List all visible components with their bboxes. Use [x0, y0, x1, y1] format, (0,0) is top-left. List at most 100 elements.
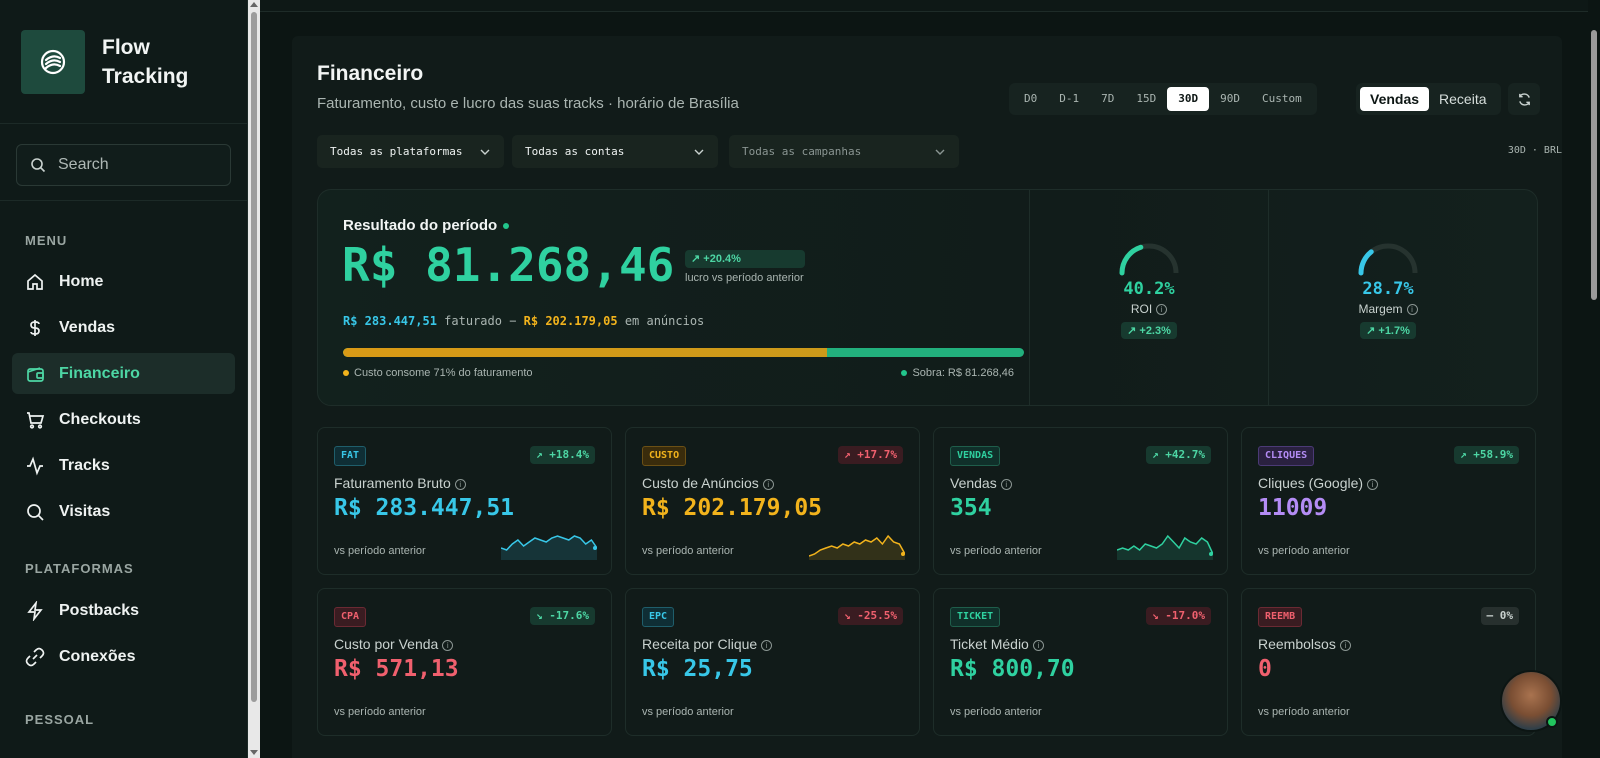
gauge-fill: [1358, 249, 1374, 276]
platform-filter-select[interactable]: Todas as plataformas: [317, 135, 504, 168]
page-scrollbar-thumb[interactable]: [1591, 30, 1597, 300]
info-icon[interactable]: i: [761, 639, 773, 651]
sidebar-item-financeiro[interactable]: Financeiro: [12, 353, 235, 394]
refresh-button[interactable]: [1508, 83, 1540, 115]
margin-change-value: +1.7%: [1378, 325, 1410, 337]
kpi-footnote: vs período anterior: [950, 706, 1042, 718]
info-icon[interactable]: i: [1032, 639, 1044, 651]
roi-value: 40.2%: [1123, 279, 1175, 299]
period-result-card: Resultado do período R$ 81.268,46 ↗ +20.…: [317, 189, 1538, 406]
kpi-title: Reembolsos i: [1258, 636, 1351, 652]
kpi-card-epc[interactable]: EPC ↘ -25.5% Receita por Clique i R$ 25,75 vs…: [625, 588, 920, 736]
sidebar: Flow Tracking MENU Home Vendas Financeir…: [0, 0, 248, 758]
kpi-card-ticket[interactable]: TICKET ↘ -17.0% Ticket Médio i R$ 800,70 vs p…: [933, 588, 1228, 736]
sidebar-item-vendas[interactable]: Vendas: [12, 307, 235, 348]
sidebar-item-postbacks[interactable]: Postbacks: [12, 590, 235, 631]
profit-delta-value: +20.4%: [703, 253, 741, 265]
sidebar-item-home[interactable]: Home: [12, 261, 235, 302]
activity-icon: [27, 455, 43, 476]
brand[interactable]: Flow Tracking: [0, 0, 247, 124]
search-box[interactable]: [16, 144, 231, 186]
info-icon[interactable]: i: [442, 639, 454, 651]
scroll-up-icon[interactable]: [250, 2, 258, 7]
kpi-value: 354: [950, 495, 992, 521]
kpi-value: 0: [1258, 656, 1272, 682]
kpi-footnote: vs período anterior: [1258, 706, 1350, 718]
mode-option-vendas[interactable]: Vendas: [1360, 87, 1430, 111]
range-option-90d[interactable]: 90D: [1220, 92, 1240, 105]
kpi-tag: CLIQUES: [1258, 446, 1315, 466]
info-icon[interactable]: i: [1000, 478, 1012, 490]
cart-icon: [27, 411, 45, 429]
range-option-7d[interactable]: 7D: [1101, 92, 1115, 105]
info-icon[interactable]: i: [1406, 304, 1418, 316]
sparkline-line: [809, 534, 905, 557]
kpi-change-badge: ↗ +18.4%: [530, 446, 595, 464]
range-option-custom[interactable]: Custom: [1262, 92, 1302, 105]
kpi-footnote: vs período anterior: [642, 706, 734, 718]
menu-section-label: MENU: [25, 233, 68, 248]
account-filter-value: Todas as contas: [525, 145, 625, 158]
kpi-value: R$ 25,75: [642, 656, 753, 682]
sidebar-item-tracks[interactable]: Tracks: [12, 445, 235, 486]
minus-sign: −: [509, 314, 517, 328]
scroll-down-icon[interactable]: [250, 750, 258, 755]
search-input[interactable]: [58, 156, 218, 174]
range-option-15d[interactable]: 15D: [1136, 92, 1157, 105]
margin-gauge-arc: [1358, 243, 1418, 276]
kpi-card-cliques[interactable]: CLIQUES ↗ +58.9% Cliques (Google) i 11009 vs …: [1241, 427, 1536, 575]
info-icon[interactable]: i: [1339, 639, 1351, 651]
kpi-change-badge: ↗ +17.7%: [838, 446, 903, 464]
margin-change-badge: ↗ +1.7%: [1360, 322, 1416, 339]
range-option-d-1[interactable]: D-1: [1059, 92, 1080, 105]
kpi-card-cpa[interactable]: CPA ↘ -17.6% Custo por Venda i R$ 571,13 vs p…: [317, 588, 612, 736]
kpi-change-badge: ↗ +58.9%: [1454, 446, 1519, 464]
kpi-card-fat[interactable]: FAT ↗ +18.4% Faturamento Bruto i R$ 283.447,…: [317, 427, 612, 575]
sparkline-icon: [501, 535, 597, 560]
margin-value: 28.7%: [1362, 279, 1414, 299]
info-icon[interactable]: i: [454, 478, 466, 490]
page-scrollbar[interactable]: [1588, 0, 1600, 758]
sparkline-end-dot: [1209, 552, 1213, 556]
kpi-title: Custo de Anúncios i: [642, 475, 774, 491]
wallet-icon: [27, 366, 44, 382]
sidebar-item-conexoes[interactable]: Conexões: [12, 636, 235, 677]
roi-label-text: ROI: [1130, 302, 1153, 316]
kpi-card-vendas[interactable]: VENDAS ↗ +42.7% Vendas i 354 vs período anter…: [933, 427, 1228, 575]
revenue-cost-breakdown: R$ 283.447,51 faturado − R$ 202.179,05 e…: [343, 314, 704, 328]
kpi-value: R$ 800,70: [950, 656, 1075, 682]
kpi-value: R$ 202.179,05: [642, 495, 823, 521]
sidebar-item-checkouts[interactable]: Checkouts: [12, 399, 235, 440]
info-icon[interactable]: i: [762, 478, 774, 490]
sidebar-item-visitas[interactable]: Visitas: [12, 491, 235, 532]
mode-option-receita[interactable]: Receita: [1439, 91, 1487, 107]
kpi-change-badge: ↘ -17.6%: [530, 607, 595, 625]
kpi-footnote: vs período anterior: [950, 545, 1042, 557]
kpi-card-custo[interactable]: CUSTO ↗ +17.7% Custo de Anúncios i R$ 202.17…: [625, 427, 920, 575]
kpi-value: R$ 571,13: [334, 656, 459, 682]
online-status-icon: [1546, 716, 1558, 728]
user-avatar[interactable]: [1500, 670, 1562, 732]
range-option-30d[interactable]: 30D: [1167, 87, 1210, 111]
sidebar-scrollbar[interactable]: [248, 0, 260, 758]
kpi-card-reemb[interactable]: REEMB — 0% Reembolsos i 0 vs período anterior: [1241, 588, 1536, 736]
sparkline-end-dot: [593, 546, 597, 550]
kpi-footnote: vs período anterior: [642, 545, 734, 557]
info-icon[interactable]: i: [1367, 478, 1379, 490]
kpi-tag: EPC: [642, 607, 675, 627]
campaign-filter-select[interactable]: Todas as campanhas: [729, 135, 959, 168]
kpi-footnote: vs período anterior: [334, 545, 426, 557]
sparkline-end-dot: [901, 552, 905, 556]
info-icon[interactable]: i: [1156, 304, 1168, 316]
zap-icon: [27, 600, 43, 621]
sidebar-item-label: Vendas: [59, 318, 116, 336]
scrollbar-thumb[interactable]: [251, 12, 257, 702]
sidebar-item-label: Conexões: [59, 647, 136, 665]
roi-label: ROI i: [1089, 302, 1209, 316]
range-option-d0[interactable]: D0: [1024, 92, 1038, 105]
kpi-footnote: vs período anterior: [334, 706, 426, 718]
sparkline-icon: [809, 534, 905, 560]
account-filter-select[interactable]: Todas as contas: [512, 135, 718, 168]
personal-section-label: PESSOAL: [25, 712, 95, 727]
chevron-down-icon: [694, 149, 704, 155]
